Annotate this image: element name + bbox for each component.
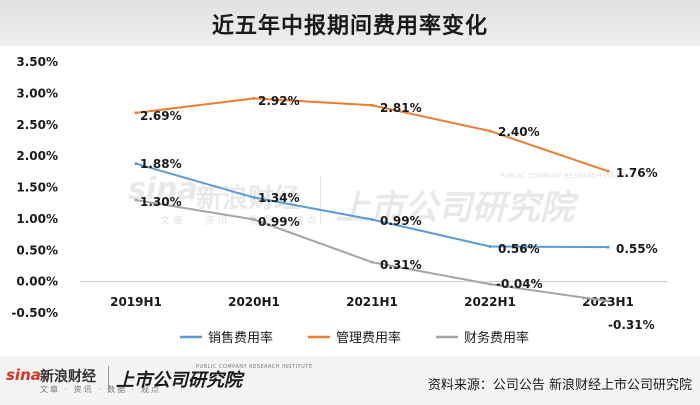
- legend-label: 财务费用率: [464, 330, 529, 346]
- data-point: [370, 218, 374, 222]
- data-point: [488, 129, 492, 133]
- logo-divider: [108, 366, 109, 392]
- institute-logo-en: PUBLIC COMPANY RESEARCH INSTITUTE: [196, 364, 313, 370]
- data-label: 0.99%: [380, 214, 422, 228]
- x-tick-label: 2022H1: [464, 295, 516, 309]
- sina-finance-logo-text: 新浪财经: [40, 369, 96, 385]
- line-chart: 3.50% 3.00% 2.50% 2.00% 1.50% 1.00% 0.50% 0.00%…: [11, 55, 668, 346]
- data-point: [488, 282, 492, 286]
- y-tick-label: 2.00%: [16, 149, 58, 163]
- data-label: -0.31%: [608, 318, 655, 332]
- y-tick-label: -0.50%: [11, 306, 58, 320]
- data-point: [134, 198, 138, 202]
- data-label: 1.30%: [140, 195, 182, 209]
- chart-title: 近五年中报期间费用率变化: [211, 14, 488, 39]
- data-label: 2.40%: [498, 125, 540, 139]
- watermark-sina-tagline: 文章 · 资讯 · 数据 · 观点: [160, 216, 320, 227]
- y-tick-label: 3.50%: [16, 55, 58, 69]
- data-source-note: 资料来源：公司公告 新浪财经上市公司研究院: [427, 378, 692, 393]
- data-point: [252, 218, 256, 222]
- y-tick-label: 3.00%: [16, 86, 58, 100]
- y-tick-label: 1.00%: [16, 212, 58, 226]
- data-point: [252, 96, 256, 100]
- data-label: 2.69%: [140, 109, 182, 123]
- data-point: [606, 169, 610, 173]
- data-point: [488, 244, 492, 248]
- footer-bar: [0, 356, 700, 405]
- y-tick-label: 0.50%: [16, 243, 58, 257]
- institute-logo-text: 上市公司研究院: [116, 370, 242, 391]
- data-label: 0.31%: [380, 258, 422, 272]
- sina-logo: sina: [6, 366, 41, 384]
- data-point: [606, 299, 610, 303]
- data-point: [606, 245, 610, 249]
- data-point: [252, 196, 256, 200]
- watermark-sina-name: 新浪财经: [196, 184, 301, 214]
- data-label: 2.92%: [258, 94, 300, 108]
- series-line-1: [135, 162, 609, 249]
- y-tick-label: 0.00%: [16, 275, 58, 289]
- data-point: [370, 103, 374, 107]
- x-tick-label: 2020H1: [228, 295, 280, 309]
- data-label: -0.04%: [496, 277, 543, 291]
- legend-label: 销售费用率: [208, 330, 273, 346]
- data-label: 0.99%: [258, 215, 300, 229]
- x-tick-label: 2019H1: [110, 295, 162, 309]
- y-tick-label: 2.50%: [16, 118, 58, 132]
- data-point: [134, 162, 138, 166]
- y-tick-label: 1.50%: [16, 181, 58, 195]
- data-label: 0.56%: [498, 242, 540, 256]
- data-label: 2.81%: [380, 101, 422, 115]
- title-bar: [0, 0, 700, 46]
- data-point: [370, 260, 374, 264]
- watermark-divider: [320, 176, 321, 224]
- x-tick-label: 2021H1: [346, 295, 398, 309]
- data-label: 1.76%: [616, 166, 658, 180]
- data-label: 1.34%: [258, 191, 300, 205]
- data-label: 0.55%: [616, 242, 658, 256]
- watermark-institute-en: PUBLIC COMPANY RESEARCH INSTITUTE: [500, 172, 640, 180]
- data-label: 1.88%: [140, 157, 182, 171]
- legend-label: 管理费用率: [336, 330, 401, 346]
- sina-finance-tagline: 文章 · 资讯 · 数据 · 观点: [40, 385, 161, 394]
- data-point: [134, 111, 138, 115]
